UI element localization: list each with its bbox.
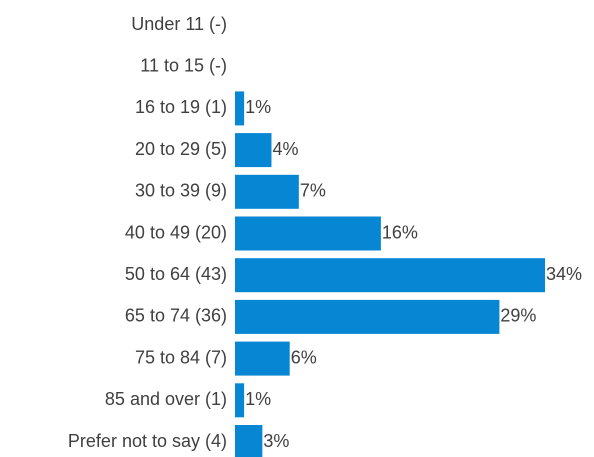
category-label: 50 to 64 (43)	[125, 264, 227, 284]
bar	[235, 299, 500, 334]
category-label: Prefer not to say (4)	[68, 431, 227, 451]
value-label: 16%	[382, 222, 418, 242]
bar	[235, 341, 290, 376]
category-label: 11 to 15 (-)	[140, 55, 227, 75]
category-label: 40 to 49 (20)	[125, 222, 227, 242]
bar	[235, 258, 545, 293]
category-label: 85 and over (1)	[105, 389, 227, 409]
bar	[235, 91, 245, 126]
category-label: 75 to 84 (7)	[135, 347, 227, 367]
bar	[235, 216, 381, 251]
value-label: 34%	[546, 264, 582, 284]
bar	[235, 174, 299, 209]
category-label: Under 11 (-)	[131, 14, 227, 34]
value-label: 4%	[272, 139, 298, 159]
value-label: 6%	[291, 347, 317, 367]
category-label: 30 to 39 (9)	[135, 181, 227, 201]
bar	[235, 133, 272, 168]
value-label: 1%	[245, 389, 271, 409]
bar	[235, 425, 263, 457]
value-label: 1%	[245, 97, 271, 117]
value-label: 3%	[263, 431, 289, 451]
value-label: 7%	[300, 181, 326, 201]
category-label: 65 to 74 (36)	[125, 306, 227, 326]
value-label: 29%	[500, 306, 536, 326]
bar	[235, 383, 245, 418]
category-label: 20 to 29 (5)	[135, 139, 227, 159]
category-label: 16 to 19 (1)	[135, 97, 227, 117]
